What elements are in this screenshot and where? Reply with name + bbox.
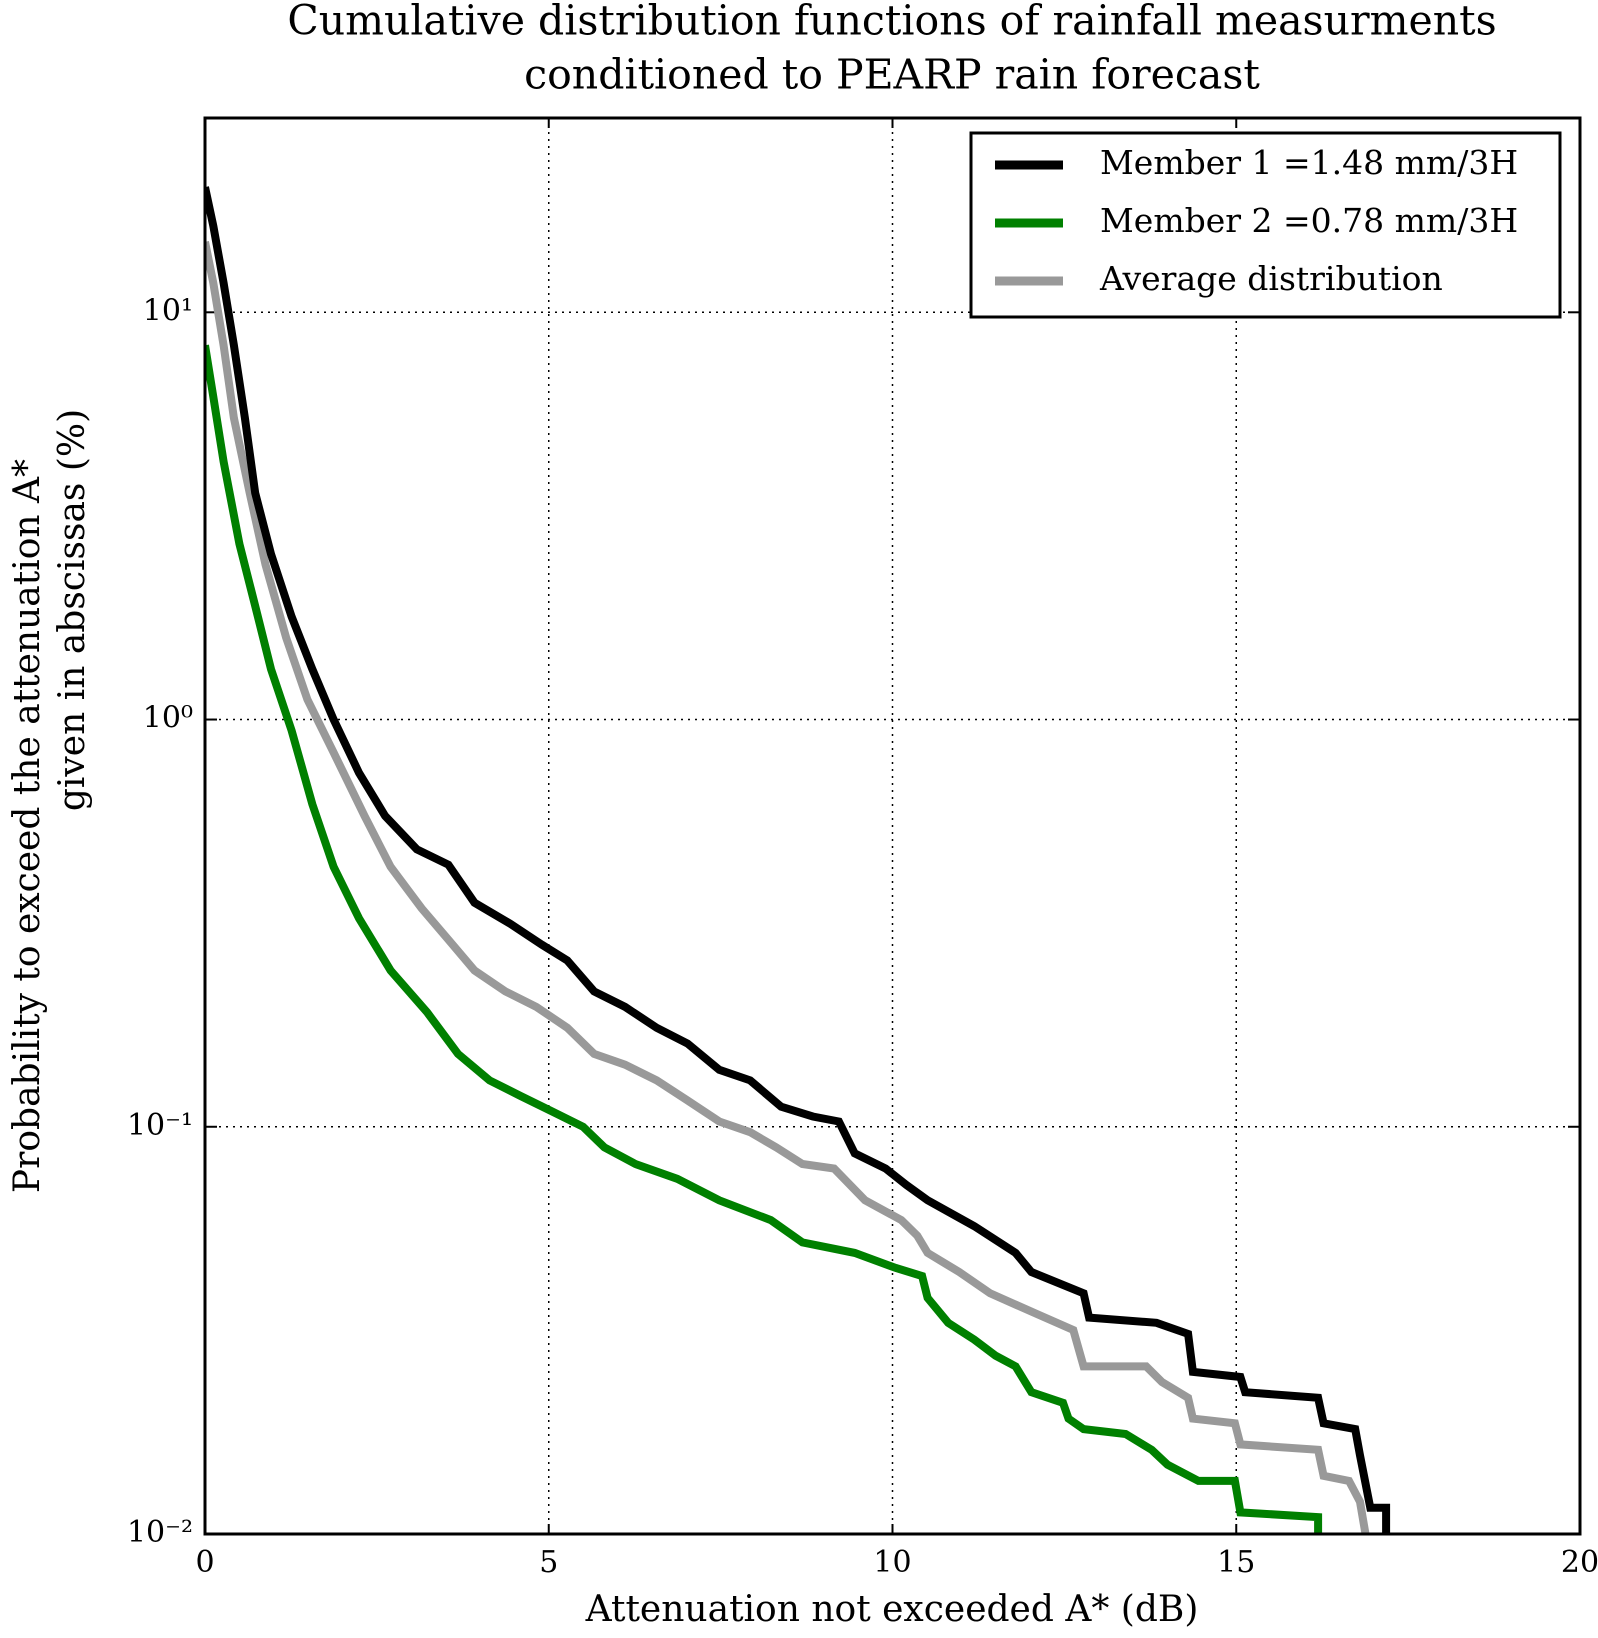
x-tick-label: 5 [539, 1545, 558, 1580]
series-line [205, 186, 1391, 1534]
legend-label: Member 1 =1.48 mm/3H [1100, 143, 1518, 182]
x-tick-label: 10 [873, 1545, 911, 1580]
y-axis-label: Probability to exceed the attenuation A* [7, 459, 48, 1193]
plot-frame [203, 116, 1582, 1536]
y-tick-label: 10⁰ [143, 701, 193, 736]
x-tick-label: 20 [1561, 1545, 1598, 1580]
chart-title: Cumulative distribution functions of rai… [287, 0, 1496, 45]
x-tick-label: 0 [195, 1545, 214, 1580]
chart-title: conditioned to PEARP rain forecast [524, 51, 1260, 99]
y-tick-label: 10⁻¹ [127, 1108, 193, 1143]
series-line [205, 241, 1370, 1534]
legend-label: Average distribution [1099, 259, 1443, 298]
x-axis-label: Attenuation not exceeded A* (dB) [585, 1589, 1199, 1630]
series-line [205, 344, 1323, 1534]
x-tick-label: 15 [1217, 1545, 1255, 1580]
legend-label: Member 2 =0.78 mm/3H [1100, 201, 1518, 240]
legend-box [969, 131, 1562, 319]
y-tick-label: 10⁻² [127, 1515, 193, 1550]
y-tick-label: 10¹ [143, 293, 193, 328]
y-axis-label: given in abscissas (%) [52, 409, 93, 811]
